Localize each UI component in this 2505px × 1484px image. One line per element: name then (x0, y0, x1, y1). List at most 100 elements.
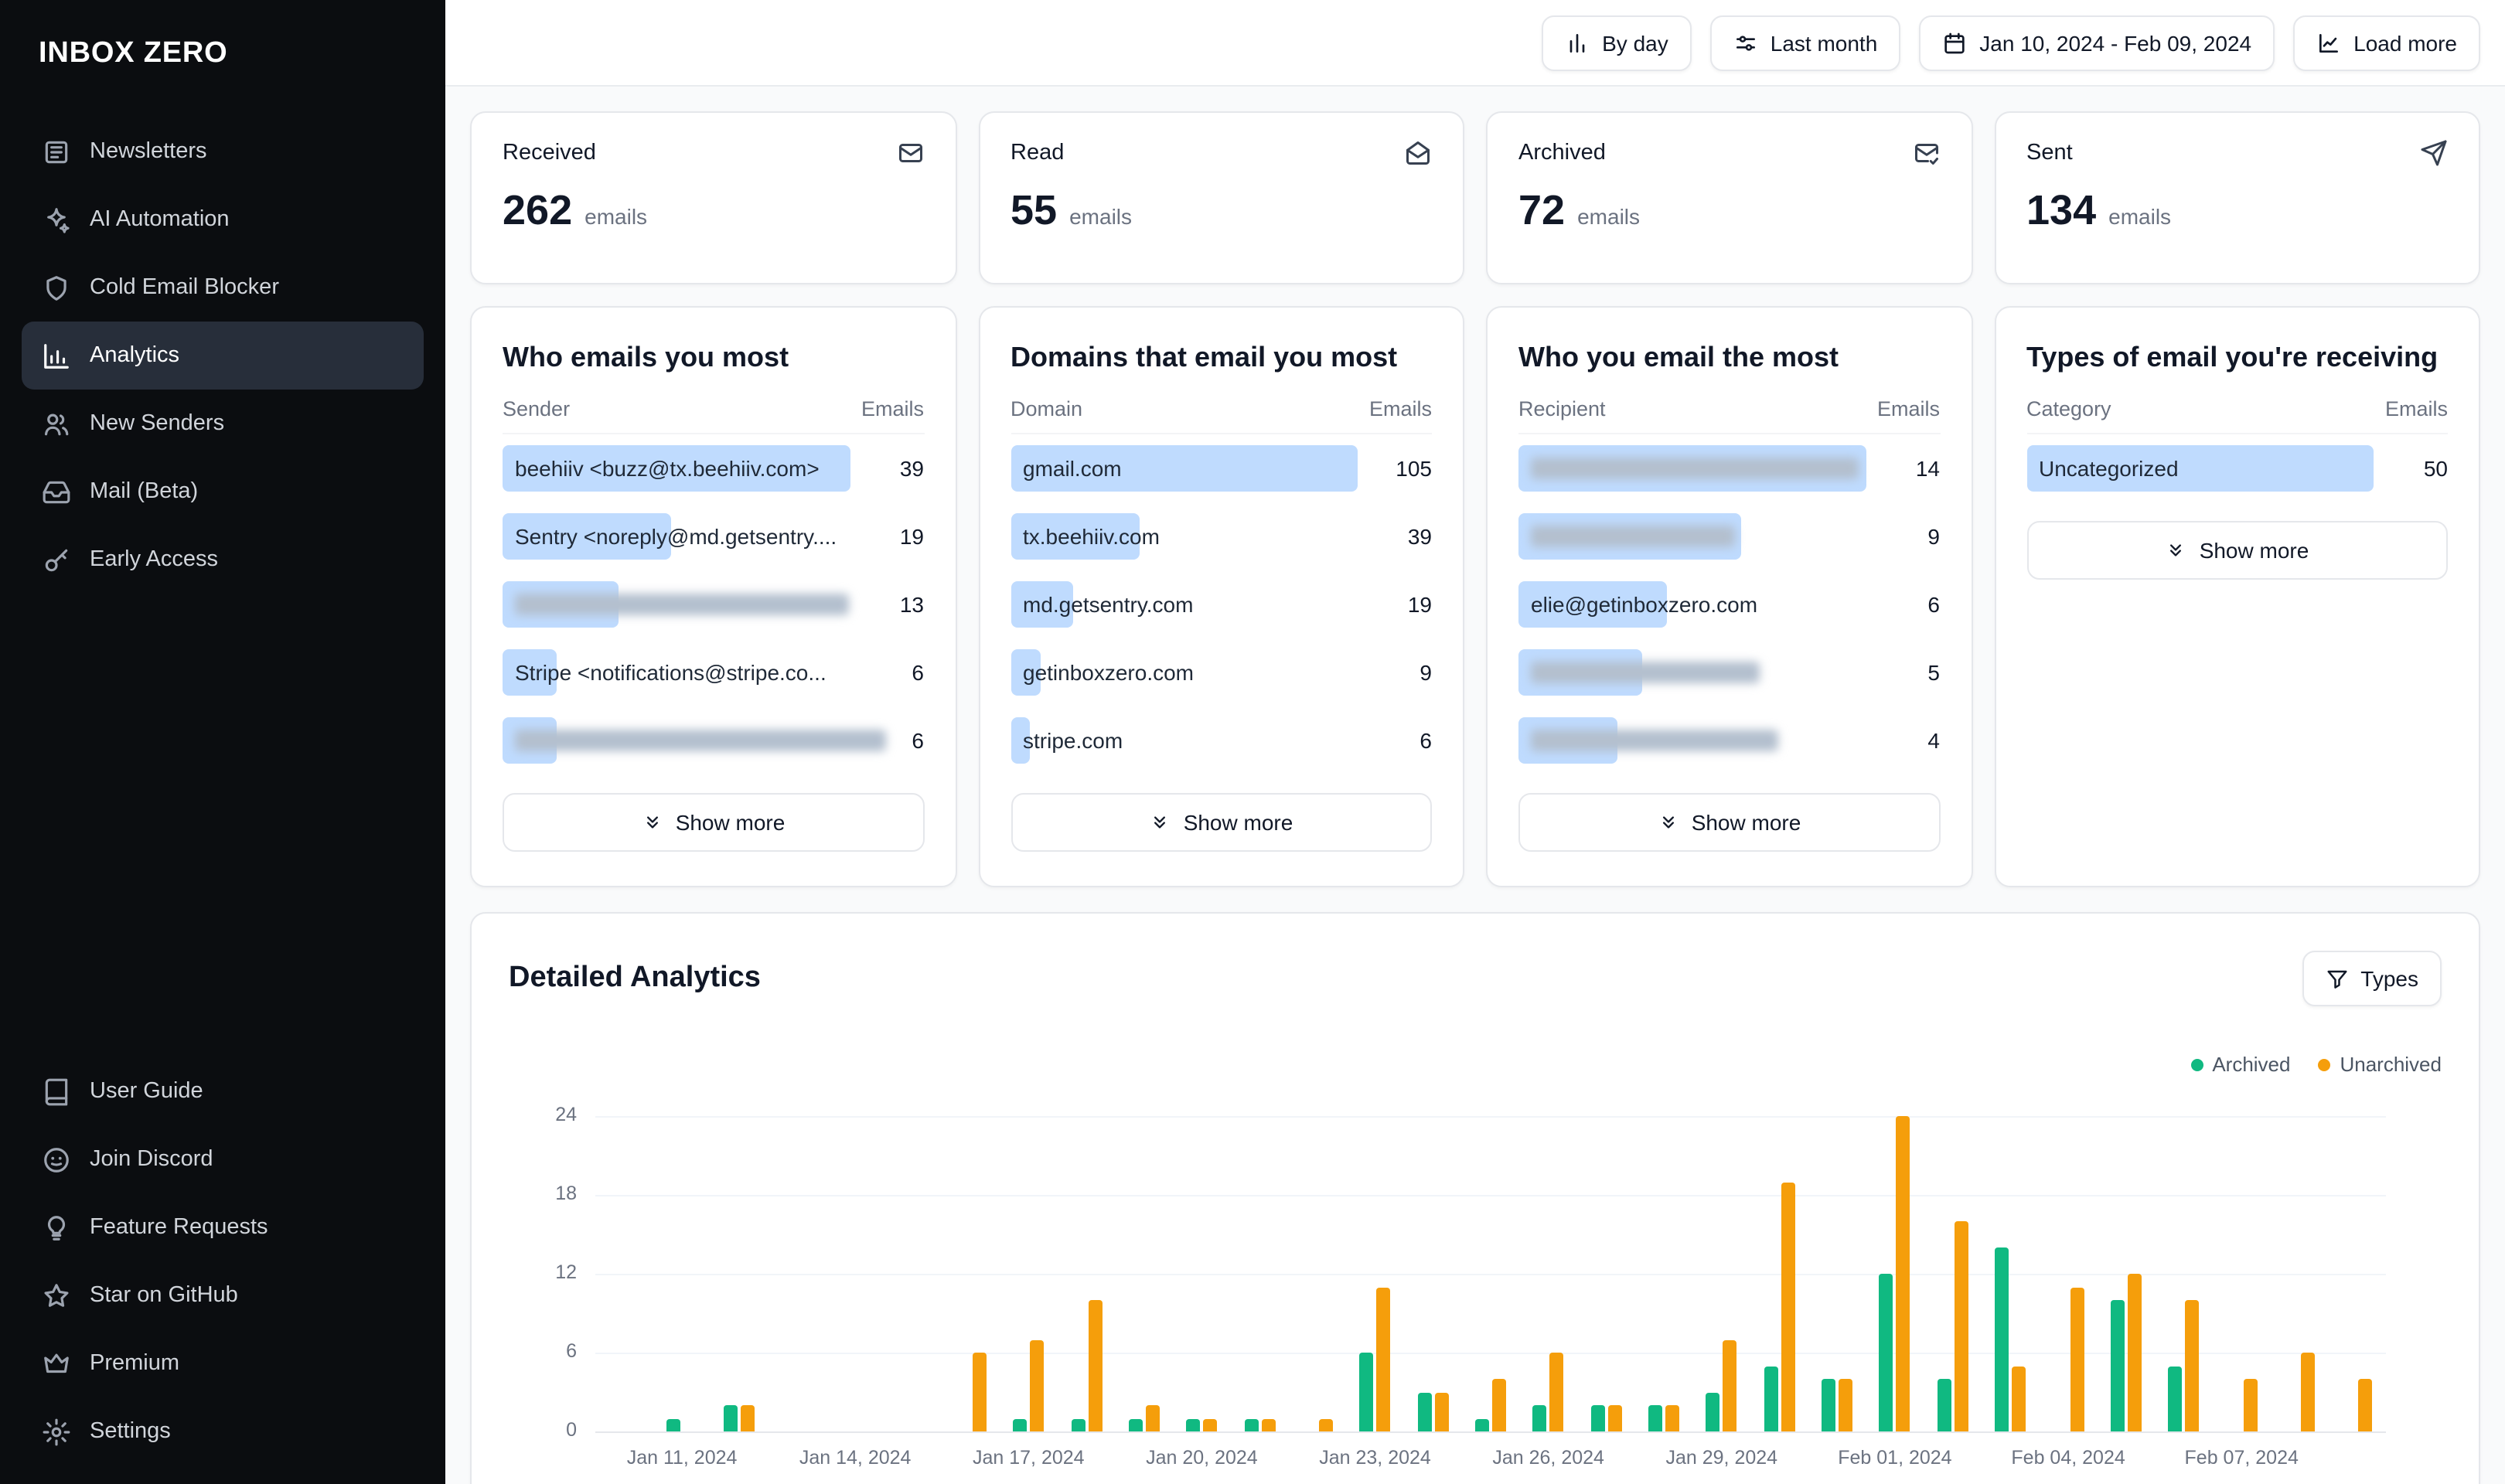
bar-unarchived (1145, 1405, 1160, 1431)
bar-archived (2168, 1366, 2183, 1431)
gridline (595, 1431, 2386, 1433)
row-count: 50 (2423, 456, 2448, 482)
column-header-domain: Domain (1011, 397, 1083, 421)
table-row: 6 (503, 707, 924, 775)
x-axis-label: Jan 23, 2024 (1319, 1447, 1431, 1469)
x-axis-label: Feb 04, 2024 (2011, 1447, 2125, 1469)
stat-card-archived: Archived 72 emails (1486, 111, 1972, 284)
bar-unarchived (1376, 1287, 1391, 1431)
bar-archived (666, 1418, 681, 1431)
panels-row: Who emails you most Sender Emails beehiiv <… (470, 306, 2480, 887)
sidebar-item-new-senders[interactable]: New Senders (22, 390, 424, 458)
gridline (595, 1116, 2386, 1118)
row-label: stripe.com (1023, 728, 1123, 754)
types-button-label: Types (2360, 966, 2418, 991)
bar-archived (1359, 1353, 1374, 1431)
column-header-recipient: Recipient (1518, 397, 1606, 421)
row-count: 19 (1407, 592, 1432, 618)
book-icon (42, 1077, 71, 1106)
row-label: elie@getinboxzero.com (1531, 592, 1758, 618)
sidebar-item-label: Feature Requests (90, 1215, 268, 1240)
load-more-button[interactable]: Load more (2293, 15, 2480, 70)
legend-item-unarchived[interactable]: Unarchived (2318, 1053, 2442, 1076)
column-header-emails: Emails (861, 397, 924, 421)
bar-unarchived (2070, 1287, 2084, 1431)
sidebar-item-analytics[interactable]: Analytics (22, 322, 424, 390)
bar-unarchived (1492, 1379, 1506, 1431)
sidebar-item-label: Mail (Beta) (90, 479, 199, 504)
detailed-analytics-header: Detailed Analytics Types (509, 951, 2442, 1006)
bar-unarchived (1261, 1418, 1276, 1431)
senders-show-more-button[interactable]: Show more (503, 793, 924, 853)
redacted-label (515, 730, 886, 752)
stat-label: Archived (1518, 141, 1606, 165)
table-row: Stripe <notifications@stripe.co... 6 (503, 639, 924, 707)
sidebar-item-label: Star on GitHub (90, 1283, 238, 1308)
sidebar-item-mail-beta[interactable]: Mail (Beta) (22, 458, 424, 526)
table-header: Sender Emails (503, 398, 924, 435)
bar-archived (724, 1405, 738, 1431)
table-row: 13 (503, 571, 924, 639)
send-icon (2420, 139, 2448, 167)
sidebar-item-join-discord[interactable]: Join Discord (22, 1125, 424, 1193)
detailed-analytics-card: Detailed Analytics Types Archived Unarchi… (470, 912, 2480, 1484)
stat-value: 262 (503, 187, 573, 233)
sidebar-item-label: Early Access (90, 547, 218, 572)
redacted-label (1531, 458, 1859, 480)
bar-unarchived (1088, 1300, 1103, 1431)
legend-item-archived[interactable]: Archived (2190, 1053, 2290, 1076)
bar-unarchived (741, 1405, 755, 1431)
sidebar-item-cold-email-blocker[interactable]: Cold Email Blocker (22, 254, 424, 322)
discord-icon (42, 1145, 71, 1174)
sidebar-item-newsletters[interactable]: Newsletters (22, 117, 424, 186)
bar-chart-icon (42, 341, 71, 370)
row-count: 4 (1927, 728, 1940, 754)
types-filter-button[interactable]: Types (2302, 951, 2442, 1006)
bar-unarchived (2127, 1274, 2142, 1431)
bar-archived (1244, 1418, 1259, 1431)
table-row: md.getsentry.com 19 (1011, 571, 1432, 639)
sidebar-item-early-access[interactable]: Early Access (22, 526, 424, 594)
x-axis-label: Jan 14, 2024 (799, 1447, 912, 1469)
sidebar-item-premium[interactable]: Premium (22, 1329, 424, 1397)
bar-unarchived (1607, 1405, 1622, 1431)
value-bar (503, 513, 672, 560)
redacted-label (1531, 730, 1778, 752)
x-axis-label: Jan 17, 2024 (973, 1447, 1085, 1469)
categories-show-more-button[interactable]: Show more (2026, 521, 2448, 580)
bar-unarchived (2185, 1300, 2200, 1431)
value-bar (1011, 649, 1041, 696)
row-label: getinboxzero.com (1023, 660, 1195, 686)
domains-show-more-button[interactable]: Show more (1011, 793, 1432, 853)
sidebar-item-feature-requests[interactable]: Feature Requests (22, 1193, 424, 1261)
legend-label: Archived (2212, 1053, 2291, 1076)
content: Received 262 emails Read 55 emails Archived 72 e… (445, 87, 2505, 1484)
bar-archived (1128, 1418, 1143, 1431)
date-range-button[interactable]: Jan 10, 2024 - Feb 09, 2024 (1919, 15, 2275, 70)
sidebar-item-settings[interactable]: Settings (22, 1397, 424, 1465)
sparkles-icon (42, 205, 71, 234)
sidebar-item-label: Newsletters (90, 139, 207, 164)
table-row: tx.beehiiv.com 39 (1011, 503, 1432, 571)
sidebar-item-ai-automation[interactable]: AI Automation (22, 186, 424, 254)
bar-unarchived (2358, 1379, 2373, 1431)
detailed-analytics-title: Detailed Analytics (509, 962, 761, 994)
recipients-show-more-button[interactable]: Show more (1518, 793, 1940, 853)
by-day-button[interactable]: By day (1542, 15, 1692, 70)
stat-value-row: 262 emails (503, 187, 924, 235)
y-axis-label: 0 (566, 1419, 577, 1441)
bar-unarchived (1665, 1405, 1680, 1431)
row-count: 6 (912, 660, 924, 686)
stat-card-read: Read 55 emails (978, 111, 1464, 284)
stat-value: 134 (2026, 187, 2097, 233)
row-count: 6 (1927, 592, 1940, 618)
sidebar-item-star-on-github[interactable]: Star on GitHub (22, 1261, 424, 1329)
sidebar-item-user-guide[interactable]: User Guide (22, 1057, 424, 1125)
table-header: Domain Emails (1011, 398, 1432, 435)
stat-label: Read (1011, 141, 1065, 165)
panel-recipients: Who you email the most Recipient Emails 14 9… (1486, 306, 1972, 887)
row-label: Sentry <noreply@md.getsentry.... (515, 524, 837, 550)
last-month-button[interactable]: Last month (1709, 15, 1901, 70)
show-more-label: Show more (1691, 810, 1801, 836)
table-row: 4 (1518, 707, 1940, 775)
